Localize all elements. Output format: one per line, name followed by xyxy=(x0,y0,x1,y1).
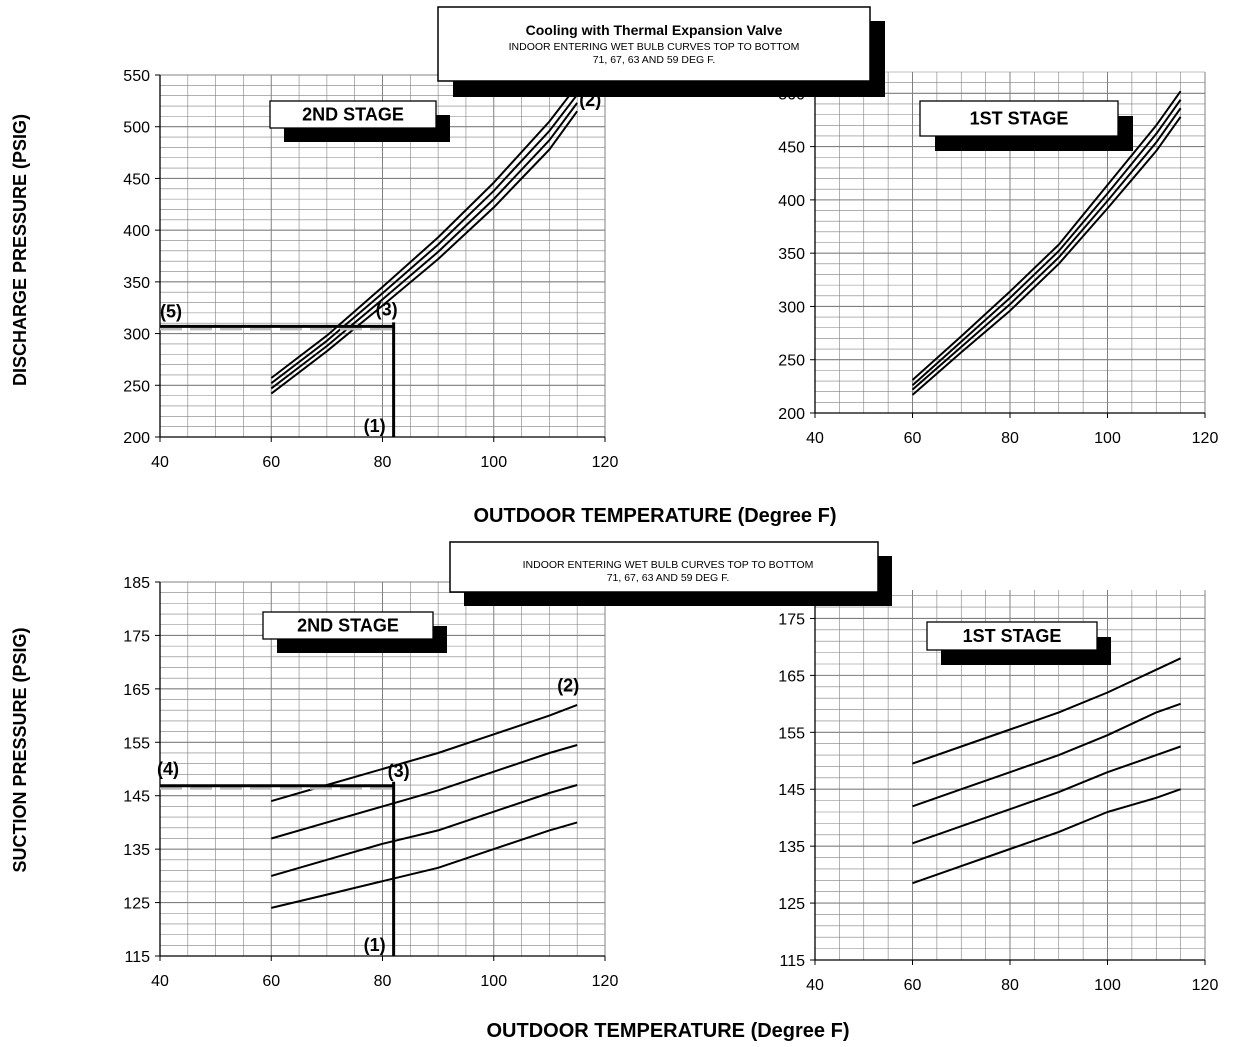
y-tick-label: 300 xyxy=(778,299,805,316)
suction-y-axis-label: SUCTION PRESSURE (PSIG) xyxy=(10,627,30,872)
annotation-label: (3) xyxy=(376,299,398,319)
x-tick-label: 40 xyxy=(151,454,169,471)
x-tick-label: 120 xyxy=(592,454,619,471)
y-tick-label: 155 xyxy=(778,725,805,742)
x-tick-label: 100 xyxy=(480,973,507,990)
stage-badge xyxy=(919,100,1119,137)
top-x-axis-label: OUTDOOR TEMPERATURE (Degree F) xyxy=(474,505,837,527)
series-line-1 xyxy=(911,90,1182,381)
annotation-label: (2) xyxy=(557,676,579,696)
series-line-1 xyxy=(270,84,578,379)
series-line-2 xyxy=(270,94,578,384)
x-tick-label: 80 xyxy=(1001,977,1019,994)
y-tick-label: 155 xyxy=(123,735,150,752)
series-line-3 xyxy=(271,784,578,877)
bottom-legend-box: INDOOR ENTERING WET BULB CURVES TOP TO B… xyxy=(449,541,892,606)
discharge-y-axis-label: DISCHARGE PRESSURE (PSIG) xyxy=(10,114,30,386)
bottom-legend-line1: INDOOR ENTERING WET BULB CURVES TOP TO B… xyxy=(523,559,814,571)
y-tick-label: 165 xyxy=(123,682,150,699)
stage-badge-label: 2ND STAGE xyxy=(297,616,399,636)
annotation-label: (4) xyxy=(157,759,179,779)
annotation-label: (3) xyxy=(388,761,410,781)
x-tick-label: 120 xyxy=(1192,430,1219,447)
y-tick-label: 135 xyxy=(123,842,150,859)
annotation-label: (5) xyxy=(160,301,182,321)
bottom-x-axis-label: OUTDOOR TEMPERATURE (Degree F) xyxy=(487,1020,850,1042)
series-line-4 xyxy=(270,110,579,395)
series-line-3 xyxy=(911,107,1182,391)
bottom-legend-line2: 71, 67, 63 AND 59 DEG F. xyxy=(607,572,730,584)
annotation-label: (1) xyxy=(364,416,386,436)
x-tick-label: 60 xyxy=(262,973,280,990)
y-tick-label: 125 xyxy=(778,896,805,913)
y-tick-label: 450 xyxy=(123,171,150,188)
series-line-1 xyxy=(912,657,1182,765)
y-tick-label: 200 xyxy=(123,430,150,447)
y-tick-label: 165 xyxy=(778,668,805,685)
top-legend-title: Cooling with Thermal Expansion Valve xyxy=(526,22,783,38)
discharge-1st-stage-plot: 2002503003504004505004060801001201ST STA… xyxy=(778,71,1219,447)
y-tick-label: 300 xyxy=(123,327,150,344)
y-tick-label: 185 xyxy=(123,575,150,592)
y-tick-label: 400 xyxy=(123,223,150,240)
x-tick-label: 100 xyxy=(1094,430,1121,447)
stage-badge-label: 2ND STAGE xyxy=(302,105,404,125)
top-legend-line1: INDOOR ENTERING WET BULB CURVES TOP TO B… xyxy=(509,41,800,53)
series-line-3 xyxy=(270,102,579,390)
series-line-4 xyxy=(911,116,1182,396)
y-tick-label: 145 xyxy=(778,782,805,799)
x-tick-label: 120 xyxy=(592,973,619,990)
x-tick-label: 120 xyxy=(1192,977,1219,994)
suction-2nd-stage-plot: 115 125 135 145 155 165 175 185 40 60 80 100 120 2ND … xyxy=(123,575,618,990)
y-tick-label: 250 xyxy=(778,353,805,370)
suction-1st-stage-plot: 115 125 135 145 155 165 175 40 60 80 100 120 1ST STA… xyxy=(778,590,1218,994)
x-tick-label: 100 xyxy=(480,454,507,471)
series-line-2 xyxy=(912,702,1181,808)
annotation-label: (1) xyxy=(364,935,386,955)
series-line-2 xyxy=(911,99,1182,387)
x-tick-label: 60 xyxy=(904,977,922,994)
stage-badge xyxy=(269,100,437,129)
y-tick-label: 145 xyxy=(123,789,150,806)
top-legend-box: Cooling with Thermal Expansion Valve IND… xyxy=(437,6,885,97)
x-tick-label: 80 xyxy=(1001,430,1019,447)
y-tick-label: 350 xyxy=(778,246,805,263)
y-tick-label: 250 xyxy=(123,378,150,395)
y-tick-label: 200 xyxy=(778,406,805,423)
top-legend-line2: 71, 67, 63 AND 59 DEG F. xyxy=(593,54,716,66)
x-tick-label: 40 xyxy=(806,430,824,447)
stage-badge-label: 1ST STAGE xyxy=(970,109,1069,129)
y-tick-label: 550 xyxy=(123,68,150,85)
series-line-3 xyxy=(912,745,1181,845)
x-tick-label: 60 xyxy=(262,454,280,471)
discharge-2nd-stage-plot: 200 250 300 350 400 450 500 550 40 60 80 100 120 2ND … xyxy=(123,68,618,471)
y-tick-label: 500 xyxy=(123,120,150,137)
y-tick-label: 115 xyxy=(124,949,150,966)
x-tick-label: 60 xyxy=(904,430,922,447)
y-tick-label: 125 xyxy=(123,896,150,913)
series-line-2 xyxy=(271,744,578,840)
series-line-4 xyxy=(912,788,1181,885)
y-tick-label: 135 xyxy=(778,839,805,856)
x-tick-label: 40 xyxy=(151,973,169,990)
y-tick-label: 115 xyxy=(779,953,805,970)
x-tick-label: 40 xyxy=(806,977,824,994)
stage-badge xyxy=(262,611,434,640)
y-tick-label: 450 xyxy=(778,140,805,157)
y-tick-label: 350 xyxy=(123,275,150,292)
series-line-4 xyxy=(271,821,578,909)
y-tick-label: 400 xyxy=(778,193,805,210)
stage-badge xyxy=(926,621,1098,651)
y-tick-label: 175 xyxy=(123,628,150,645)
x-tick-label: 100 xyxy=(1094,977,1121,994)
y-tick-label: 175 xyxy=(778,611,805,628)
stage-badge-label: 1ST STAGE xyxy=(963,626,1062,646)
x-tick-label: 80 xyxy=(374,973,392,990)
x-tick-label: 80 xyxy=(374,454,392,471)
